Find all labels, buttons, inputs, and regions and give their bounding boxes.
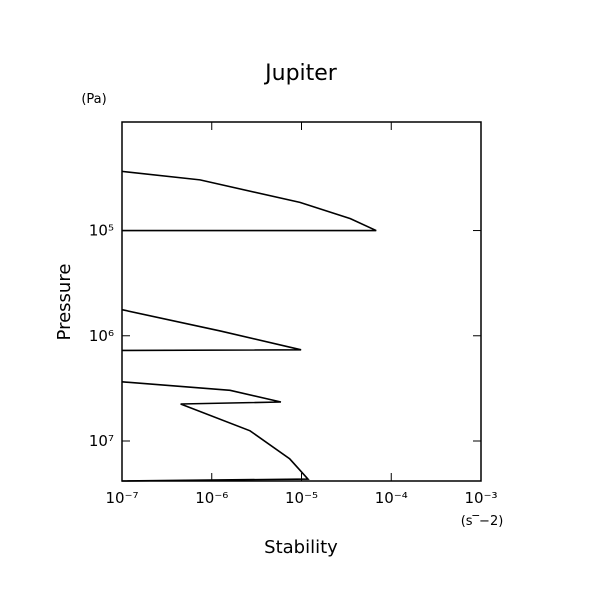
x-tick-label: 10⁻⁶ bbox=[195, 489, 228, 507]
x-tick-label: 10⁻⁷ bbox=[105, 489, 138, 507]
data-line bbox=[121, 170, 377, 482]
chart-title: Jupiter bbox=[263, 61, 338, 86]
x-tick-label: 10⁻³ bbox=[464, 489, 497, 507]
x-unit: (s‾−2) bbox=[461, 514, 504, 529]
y-unit: (Pa) bbox=[81, 92, 106, 107]
x-tick-label: 10⁻⁵ bbox=[285, 489, 318, 507]
y-axis-label: Pressure bbox=[54, 264, 75, 341]
x-tick-label: 10⁻⁴ bbox=[375, 489, 408, 507]
x-axis-label: Stability bbox=[264, 537, 338, 558]
y-tick-label: 10⁷ bbox=[89, 432, 114, 450]
y-tick-label: 10⁶ bbox=[89, 327, 114, 345]
y-tick-label: 10⁵ bbox=[89, 222, 114, 240]
